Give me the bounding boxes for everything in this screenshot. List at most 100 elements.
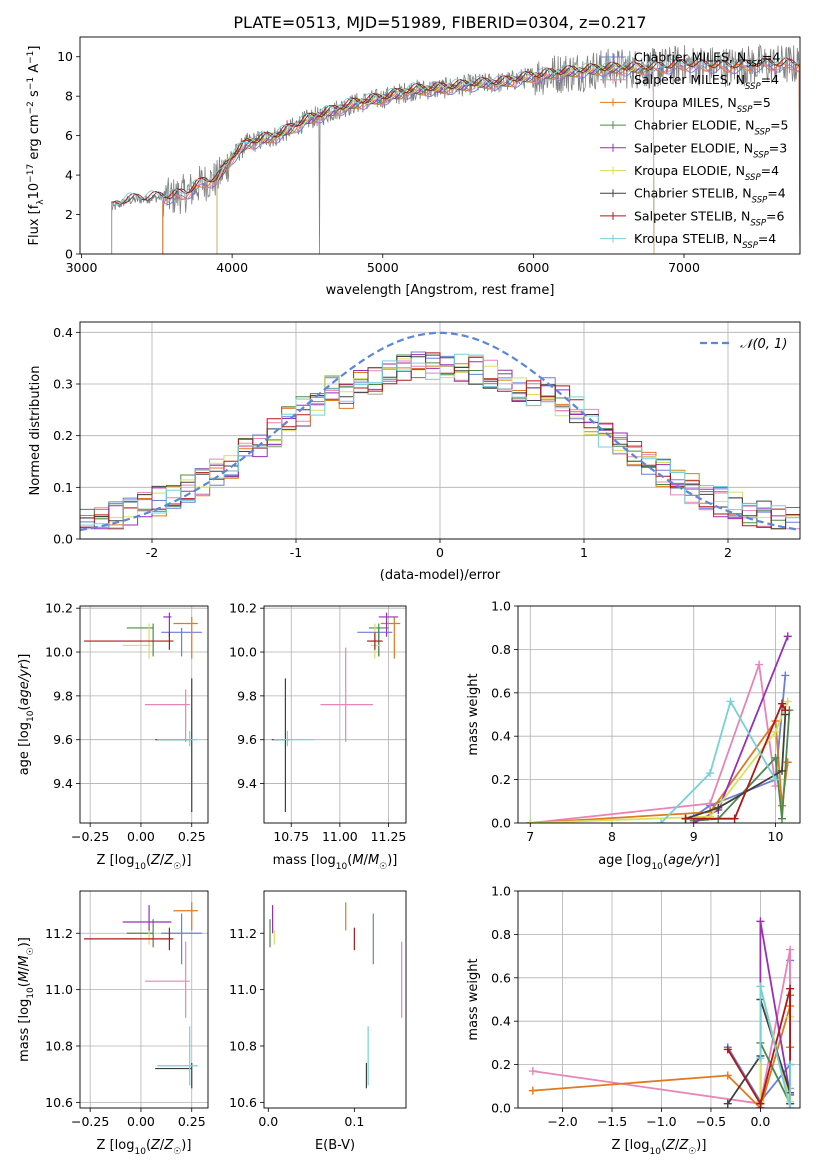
label-part: M xyxy=(352,853,363,868)
y-tick-label: 11.0 xyxy=(229,982,257,997)
legend-sub: SSP xyxy=(742,241,758,251)
y-tick-label: 10.8 xyxy=(229,1039,257,1054)
label-part: ( xyxy=(146,1138,151,1153)
weight-line xyxy=(759,986,791,1108)
legend-sub: SSP xyxy=(745,82,761,92)
y-tick-label: 11.0 xyxy=(45,982,73,997)
plot-area xyxy=(269,902,403,1089)
axes-frame xyxy=(263,605,407,824)
residual-histogram xyxy=(80,353,800,529)
x-axis-label: Z [log10(Z/Z☉)] xyxy=(612,1138,707,1157)
chart-residuals: -2 -1 0 1 2 0.0 0.1 0.2 0.3 0.4 (data-model)/error… xyxy=(28,321,801,583)
label-part: ☉ xyxy=(26,947,36,955)
y-tick-label: 0.2 xyxy=(491,772,511,787)
label-part: )] xyxy=(387,853,397,868)
y-tick-label: 9.6 xyxy=(53,732,73,747)
axes-frame xyxy=(79,890,209,1109)
y-tick-label: 9.4 xyxy=(53,776,73,791)
y-tick-label: 9.8 xyxy=(53,688,73,703)
weight-marker xyxy=(786,1104,795,1108)
label-part: ☉ xyxy=(379,862,387,872)
y-tick-label: 10.8 xyxy=(45,1039,73,1054)
weight-marker xyxy=(730,814,739,823)
weight-marker xyxy=(706,799,715,808)
x-tick-label: −1.0 xyxy=(646,1114,676,1129)
weight-marker xyxy=(778,699,787,708)
y-tick-label: 0.4 xyxy=(53,325,73,340)
legend-label: Kroupa STELIB, NSSP=4 xyxy=(634,231,776,251)
x-tick-label: 3000 xyxy=(66,260,98,275)
weight-marker xyxy=(786,1060,795,1069)
y-tick-label: 0.2 xyxy=(491,1057,511,1072)
weight-marker xyxy=(689,819,698,823)
weight-marker xyxy=(756,1054,765,1063)
weight-line xyxy=(660,699,777,823)
label-part: Z [log xyxy=(97,853,135,868)
label-part: age [log xyxy=(17,722,32,775)
label-part: 10 xyxy=(134,1147,146,1157)
chart-weight-vs-age: 7 8 9 10 0.0 0.2 0.4 0.6 0.8 1.0 mass weight age [l… xyxy=(466,599,801,872)
x-axis-label: wavelength [Angstrom, rest frame] xyxy=(326,283,555,298)
label-part: erg cm xyxy=(27,114,42,163)
y-tick-label: 2 xyxy=(65,207,73,222)
legend-sub: SSP xyxy=(745,173,761,183)
x-tick-label: 2 xyxy=(724,545,732,560)
plot-area xyxy=(526,632,794,823)
hist-plot-area xyxy=(80,331,800,531)
model-spectrum xyxy=(111,56,800,254)
weight-marker xyxy=(756,982,765,991)
x-tick-label: 9 xyxy=(690,829,698,844)
spectrum-plot-area xyxy=(111,43,800,254)
legend-label: Chabrier MILES, NSSP=4 xyxy=(634,50,780,70)
legend-name: Kroupa MILES, N xyxy=(634,95,737,110)
weight-marker xyxy=(786,945,795,954)
label-part: Z xyxy=(150,1138,161,1153)
label-part: λ xyxy=(36,199,46,205)
y-tick-label: 10 xyxy=(57,49,73,64)
label-part: )] xyxy=(181,1138,191,1153)
legend-n: =4 xyxy=(767,186,785,201)
weight-marker xyxy=(723,1099,732,1108)
weight-marker xyxy=(771,753,780,762)
legend-sub: SSP xyxy=(754,128,770,138)
legend: 𝒩(0, 1) xyxy=(700,337,787,352)
x-tick-label: 0.0 xyxy=(750,1114,770,1129)
chart-age-vs-Z: −0.25 0.00 0.259.49.69.810.010.2Z [log10(Z… xyxy=(17,601,209,872)
label-part: )] xyxy=(181,853,191,868)
y-tick-label: 0.8 xyxy=(491,642,511,657)
weight-marker xyxy=(528,1086,537,1095)
plot-area xyxy=(84,902,202,1089)
legend-n: =5 xyxy=(770,118,788,133)
y-tick-label: 0.4 xyxy=(491,729,511,744)
legend-n: =5 xyxy=(752,95,770,110)
x-tick-label: 0.0 xyxy=(258,1114,278,1129)
x-tick-label: 7000 xyxy=(668,260,700,275)
y-tick-label: 11.2 xyxy=(45,926,73,941)
plot-area xyxy=(528,917,795,1108)
x-tick-label: −0.25 xyxy=(71,829,109,844)
figure-title: PLATE=0513, MJD=51989, FIBERID=0304, z=0… xyxy=(233,13,646,32)
weight-marker xyxy=(726,697,735,706)
weight-marker xyxy=(714,803,723,812)
y-tick-label: 9.6 xyxy=(237,732,257,747)
label-part: / xyxy=(17,966,32,971)
label-part: Z xyxy=(678,1138,689,1153)
y-axis-label: Flux [fλ10−17 erg cm−2 s−1 A−1] xyxy=(26,46,46,246)
y-tick-label: 0.4 xyxy=(491,1014,511,1029)
legend-name: Kroupa ELODIE, N xyxy=(634,163,745,178)
y-tick-label: 0.0 xyxy=(491,1101,511,1116)
legend-name: Chabrier ELODIE, N xyxy=(634,118,754,133)
chart-spectrum: 3000 4000 5000 6000 7000 0 2 4 6 8 10 wavelength [A… xyxy=(26,36,801,298)
legend-label: Salpeter MILES, NSSP=4 xyxy=(634,72,779,92)
legend-label: Salpeter STELIB, NSSP=6 xyxy=(634,208,784,228)
x-tick-label: −2.0 xyxy=(547,1114,577,1129)
axes-frame xyxy=(517,605,801,824)
label-part: / xyxy=(675,1138,680,1153)
weight-marker xyxy=(723,1071,732,1080)
label-part: Flux [f xyxy=(27,204,42,245)
legend-n: =4 xyxy=(762,50,780,65)
y-tick-label: 0.1 xyxy=(53,480,73,495)
label-part: / xyxy=(160,1138,165,1153)
